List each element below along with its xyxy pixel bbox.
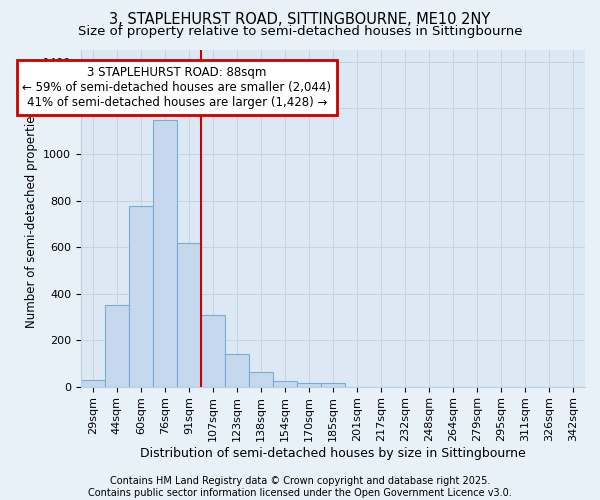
Bar: [273, 381, 297, 386]
Text: 3 STAPLEHURST ROAD: 88sqm
← 59% of semi-detached houses are smaller (2,044)
41% : 3 STAPLEHURST ROAD: 88sqm ← 59% of semi-…: [22, 66, 331, 109]
Bar: [105, 306, 129, 386]
Bar: [177, 242, 201, 386]
Bar: [201, 314, 225, 386]
Bar: [81, 380, 105, 386]
Bar: [321, 383, 345, 386]
Bar: [249, 372, 273, 386]
Text: Contains HM Land Registry data © Crown copyright and database right 2025.
Contai: Contains HM Land Registry data © Crown c…: [88, 476, 512, 498]
Bar: [297, 383, 321, 386]
X-axis label: Distribution of semi-detached houses by size in Sittingbourne: Distribution of semi-detached houses by …: [140, 447, 526, 460]
Bar: [129, 206, 153, 386]
Bar: [225, 354, 249, 386]
Y-axis label: Number of semi-detached properties: Number of semi-detached properties: [25, 109, 38, 328]
Text: Size of property relative to semi-detached houses in Sittingbourne: Size of property relative to semi-detach…: [78, 25, 522, 38]
Text: 3, STAPLEHURST ROAD, SITTINGBOURNE, ME10 2NY: 3, STAPLEHURST ROAD, SITTINGBOURNE, ME10…: [109, 12, 491, 28]
Bar: [153, 120, 177, 386]
